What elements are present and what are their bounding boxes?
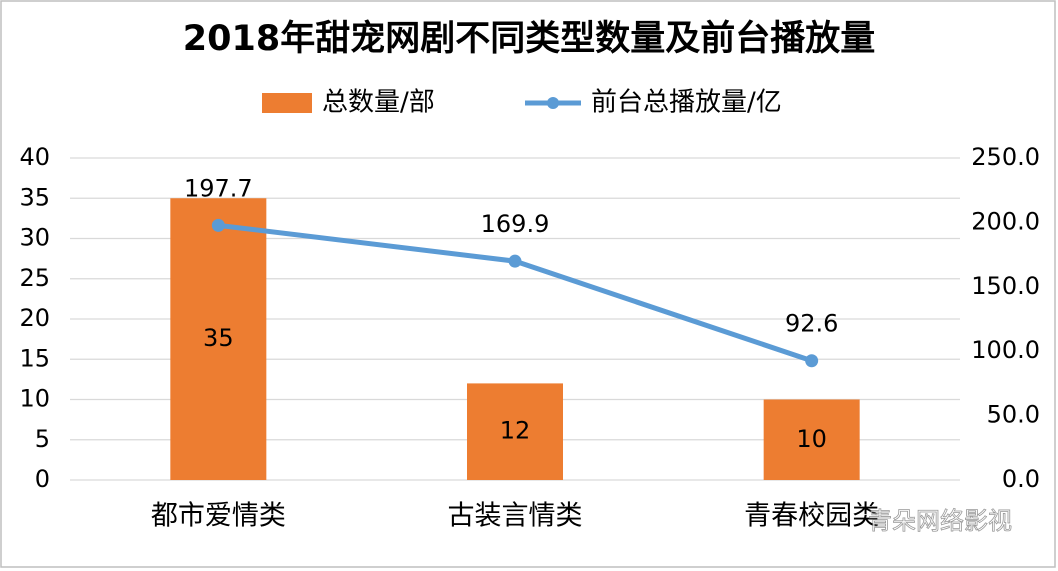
- chart-title: 2018年甜宠网剧不同类型数量及前台播放量: [183, 19, 875, 59]
- y-tick-label: 10: [19, 385, 50, 413]
- y2-tick-label: 50.0: [987, 401, 1040, 429]
- x-tick-label: 古装言情类: [448, 501, 583, 532]
- line-value-label: 169.9: [481, 210, 550, 238]
- y2-tick-label: 200.0: [971, 207, 1040, 235]
- legend-swatch: [547, 97, 559, 109]
- x-tick-label: 青春校园类: [744, 501, 879, 532]
- bar-value-label: 10: [796, 425, 827, 453]
- bar: [467, 383, 563, 480]
- y-tick-label: 20: [19, 304, 50, 332]
- y-tick-label: 0: [35, 465, 50, 493]
- y-tick-label: 40: [19, 143, 50, 171]
- line-value-label: 92.6: [785, 310, 838, 338]
- legend-label: 总数量/部: [322, 88, 435, 118]
- y2-tick-label: 0.0: [1002, 465, 1040, 493]
- legend-label: 前台总播放量/亿: [591, 88, 782, 118]
- y-tick-label: 30: [19, 224, 50, 252]
- bar: [170, 198, 267, 480]
- line-point: [508, 254, 522, 268]
- y2-tick-label: 250.0: [971, 143, 1040, 171]
- x-tick-label: 都市爱情类: [151, 501, 286, 532]
- y-tick-label: 5: [35, 425, 50, 453]
- line-point: [211, 218, 225, 232]
- y-tick-label: 15: [19, 344, 50, 372]
- line-value-label: 197.7: [184, 174, 253, 202]
- bar-value-label: 35: [203, 324, 234, 352]
- line-point: [805, 354, 819, 368]
- y2-tick-label: 150.0: [971, 272, 1040, 300]
- legend-swatch: [262, 93, 312, 113]
- y-tick-label: 35: [19, 183, 50, 211]
- bar-value-label: 12: [500, 417, 531, 445]
- y2-tick-label: 100.0: [971, 336, 1040, 364]
- y-tick-label: 25: [19, 264, 50, 292]
- watermark: 青朵网络影视: [868, 507, 1012, 535]
- bar: [763, 399, 860, 480]
